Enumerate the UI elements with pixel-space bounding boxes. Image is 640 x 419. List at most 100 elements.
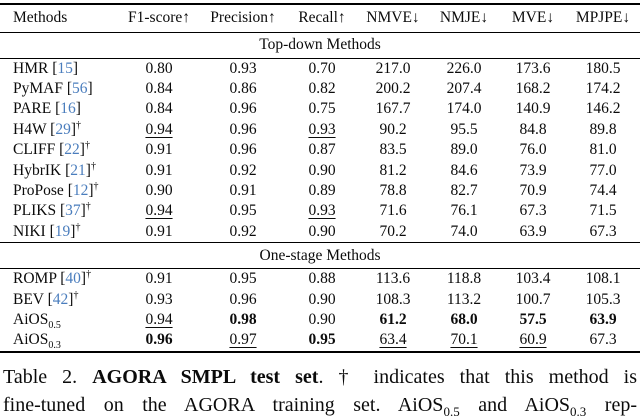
- metric-value: 0.90: [308, 222, 336, 240]
- metric-value: 113.6: [375, 270, 411, 288]
- value-cell: 63.4: [358, 330, 428, 351]
- col-header-f1-score: F1-score↑: [118, 4, 200, 33]
- caption-line-1: Table 2. AGORA SMPL test set. † indicate…: [3, 363, 637, 391]
- metric-value: 60.9: [519, 331, 547, 349]
- col-header-mpjpe: MPJPE↓: [566, 4, 640, 33]
- citation-link[interactable]: 12: [72, 181, 89, 199]
- metric-value: 84.6: [450, 161, 478, 179]
- table-row: HMR [15] 0.80 0.93 0.70 217.0 226.0 173.6 180.5: [0, 58, 640, 79]
- value-cell: 0.90: [286, 310, 358, 330]
- value-cell: 0.86: [200, 79, 286, 99]
- citation-link[interactable]: 29: [55, 120, 71, 138]
- metric-value: 0.93: [308, 202, 336, 220]
- method-cell: PyMAF [56]: [13, 79, 93, 97]
- value-cell: 0.75: [286, 99, 358, 119]
- citation-link[interactable]: 40: [65, 270, 81, 288]
- value-cell: 0.96: [200, 99, 286, 119]
- citation-link[interactable]: 22: [64, 141, 80, 159]
- col-header-nmve: NMVE↓: [358, 4, 428, 33]
- value-cell: 67.3: [500, 201, 566, 221]
- value-cell: 0.90: [286, 222, 358, 243]
- value-cell: 103.4: [500, 269, 566, 290]
- method-cell: ProPose [12]†: [13, 180, 99, 199]
- value-cell: 0.95: [200, 269, 286, 290]
- metric-value: 0.93: [308, 120, 336, 138]
- value-cell: 0.90: [286, 161, 358, 181]
- method-cell: PARE [16]: [13, 100, 81, 118]
- metric-value: 0.98: [229, 310, 257, 328]
- metric-value: 0.90: [308, 290, 336, 308]
- metric-value: 76.0: [519, 141, 547, 159]
- section-title: One-stage Methods: [0, 242, 640, 270]
- col-header-nmje: NMJE↓: [428, 4, 500, 33]
- metric-value: 0.90: [308, 310, 336, 328]
- value-cell: 67.3: [566, 222, 640, 243]
- value-cell: 74.4: [566, 181, 640, 201]
- value-cell: 0.80: [118, 58, 200, 79]
- value-cell: 0.91: [118, 222, 200, 243]
- metric-value: 90.2: [379, 120, 407, 138]
- value-cell: 70.2: [358, 222, 428, 243]
- value-cell: 0.96: [200, 120, 286, 140]
- metric-value: 108.3: [375, 290, 411, 308]
- dagger-mark: †: [75, 221, 81, 233]
- table-row: PyMAF [56] 0.84 0.86 0.82 200.2 207.4 168.2 174…: [0, 79, 640, 99]
- citation-link[interactable]: 42: [52, 290, 69, 308]
- caption-line2-end: rep-: [586, 393, 637, 416]
- caption-line2-text: fine-tuned on the AGORA training set. Ai…: [3, 393, 444, 416]
- value-cell: 0.89: [286, 181, 358, 201]
- metric-value: 0.94: [145, 120, 173, 138]
- metric-value: 0.89: [308, 181, 336, 199]
- value-cell: 108.1: [566, 269, 640, 290]
- method-name: AiOS: [13, 331, 49, 349]
- dagger-mark: †: [86, 269, 92, 280]
- citation-link[interactable]: 21: [70, 161, 86, 179]
- caption-line-2: fine-tuned on the AGORA training set. Ai…: [3, 391, 637, 419]
- value-cell: 118.8: [428, 269, 500, 290]
- value-cell: 84.8: [500, 120, 566, 140]
- table-row: CLIFF [22]† 0.91 0.96 0.87 83.5 89.0 76.0 81.0: [0, 140, 640, 160]
- method-name: PLIKS: [13, 202, 57, 220]
- value-cell: 95.5: [428, 120, 500, 140]
- value-cell: 71.6: [358, 201, 428, 221]
- citation-link[interactable]: 15: [57, 59, 73, 77]
- table-caption: Table 2. AGORA SMPL test set. † indicate…: [0, 363, 640, 419]
- metric-value: 81.2: [379, 161, 407, 179]
- citation-link[interactable]: 16: [60, 100, 76, 118]
- value-cell: 108.3: [358, 290, 428, 310]
- metric-value: 81.0: [589, 141, 617, 159]
- dagger-mark: †: [76, 119, 82, 131]
- metric-value: 173.6: [515, 59, 551, 77]
- metric-value: 63.9: [519, 222, 547, 240]
- value-cell: 0.95: [200, 201, 286, 221]
- metric-value: 0.80: [145, 59, 173, 77]
- citation-link[interactable]: 19: [54, 222, 71, 240]
- value-cell: 207.4: [428, 79, 500, 99]
- metric-value: 0.84: [145, 100, 173, 118]
- metric-value: 146.2: [585, 100, 621, 118]
- metric-value: 200.2: [375, 79, 411, 97]
- method-cell: AiOS0.5: [0, 310, 118, 331]
- metric-value: 76.1: [450, 202, 478, 220]
- method-name: HMR: [13, 59, 49, 77]
- table-row: ProPose [12]† 0.90 0.91 0.89 78.8 82.7 70.9 74.…: [0, 181, 640, 201]
- metric-value: 63.4: [379, 331, 407, 349]
- metric-value: 100.7: [515, 290, 551, 308]
- value-cell: 0.94: [118, 310, 200, 330]
- metric-value: 71.5: [589, 202, 617, 220]
- metric-value: 63.9: [589, 310, 617, 328]
- metric-value: 0.88: [308, 270, 336, 288]
- value-cell: 0.90: [118, 181, 200, 201]
- table-row: NIKI [19]† 0.91 0.92 0.90 70.2 74.0 63.9 67.3: [0, 222, 640, 243]
- metric-value: 118.8: [446, 270, 482, 288]
- value-cell: 0.92: [200, 161, 286, 181]
- section-row: Top-down Methods: [0, 31, 640, 59]
- value-cell: 0.84: [118, 79, 200, 99]
- method-name: ProPose: [13, 181, 64, 199]
- citation-link[interactable]: 37: [65, 202, 81, 220]
- metric-value: 77.0: [589, 161, 617, 179]
- value-cell: 81.2: [358, 161, 428, 181]
- metric-value: 0.93: [145, 290, 173, 308]
- citation-link[interactable]: 56: [72, 79, 88, 97]
- value-cell: 173.6: [500, 58, 566, 79]
